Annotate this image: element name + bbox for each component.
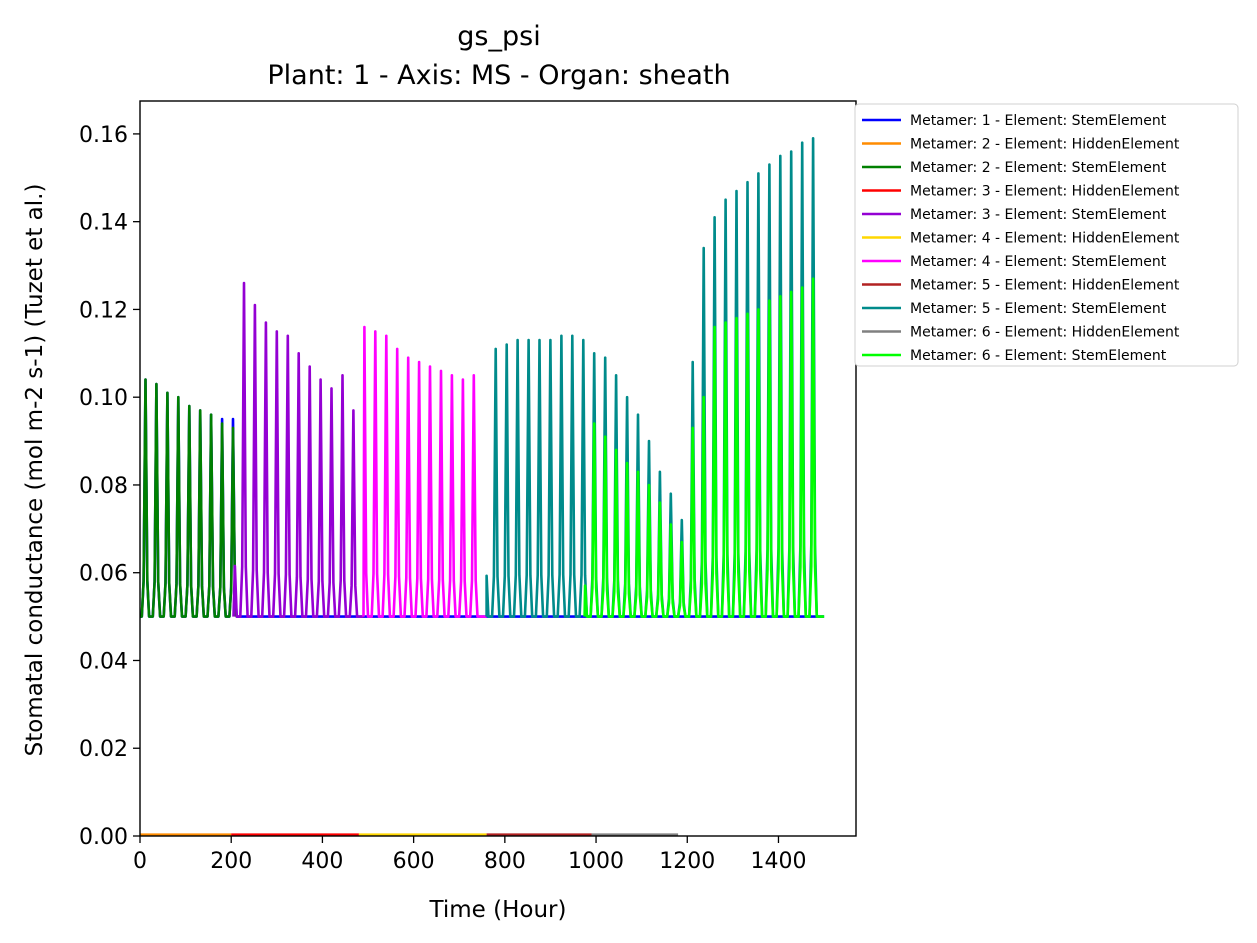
- x-tick-label: 0: [133, 849, 147, 874]
- legend-label: Metamer: 3 - Element: HiddenElement: [910, 184, 1180, 200]
- x-tick-label: 1200: [659, 849, 715, 874]
- legend-label: Metamer: 2 - Element: HiddenElement: [910, 137, 1180, 153]
- legend-label: Metamer: 6 - Element: HiddenElement: [910, 325, 1180, 341]
- x-tick-label: 1000: [568, 849, 624, 874]
- y-tick-label: 0.08: [79, 474, 128, 499]
- x-tick-label: 400: [301, 849, 343, 874]
- series-line: [583, 277, 825, 618]
- series-line: [140, 378, 238, 618]
- x-tick-label: 1400: [750, 849, 806, 874]
- y-tick-label: 0.12: [79, 298, 128, 323]
- y-tick-label: 0.00: [79, 825, 128, 850]
- series-line: [232, 281, 364, 618]
- chart-title: gs_psi: [457, 21, 540, 52]
- chart-subtitle: Plant: 1 - Axis: MS - Organ: sheath: [267, 60, 730, 91]
- legend-box: [854, 103, 1239, 367]
- series-line: [485, 137, 825, 618]
- y-tick-label: 0.04: [79, 649, 128, 674]
- legend-label: Metamer: 5 - Element: StemElement: [910, 301, 1167, 317]
- y-tick-label: 0.16: [79, 123, 128, 148]
- x-tick-label: 200: [210, 849, 252, 874]
- legend-label: Metamer: 4 - Element: StemElement: [910, 254, 1167, 270]
- y-axis-label: Stomatal conductance (mol m-2 s-1) (Tuze…: [22, 184, 48, 757]
- legend-label: Metamer: 1 - Element: StemElement: [910, 113, 1167, 129]
- x-tick-label: 600: [393, 849, 435, 874]
- legend-label: Metamer: 5 - Element: HiddenElement: [910, 278, 1180, 294]
- y-tick-label: 0.02: [79, 737, 128, 762]
- x-axis-label: Time (Hour): [429, 897, 567, 923]
- plot-area: [140, 137, 825, 836]
- legend-label: Metamer: 4 - Element: HiddenElement: [910, 231, 1180, 247]
- y-axis: 0.00 0.02 0.04 0.06 0.08 0.10 0.12 0.14 0.16: [79, 123, 140, 850]
- series-line: [362, 325, 487, 618]
- x-axis: 0 200 400 600 800 1000 1200 1400: [133, 836, 806, 874]
- y-tick-label: 0.06: [79, 562, 128, 587]
- x-tick-label: 800: [484, 849, 526, 874]
- plot-frame: [139, 100, 857, 837]
- legend-label: Metamer: 3 - Element: StemElement: [910, 207, 1167, 223]
- y-tick-label: 0.10: [79, 386, 128, 411]
- legend-label: Metamer: 2 - Element: StemElement: [910, 160, 1167, 176]
- legend: Metamer: 1 - Element: StemElement Metamer…: [854, 103, 1239, 367]
- y-tick-label: 0.14: [79, 211, 128, 236]
- legend-label: Metamer: 6 - Element: StemElement: [910, 348, 1167, 364]
